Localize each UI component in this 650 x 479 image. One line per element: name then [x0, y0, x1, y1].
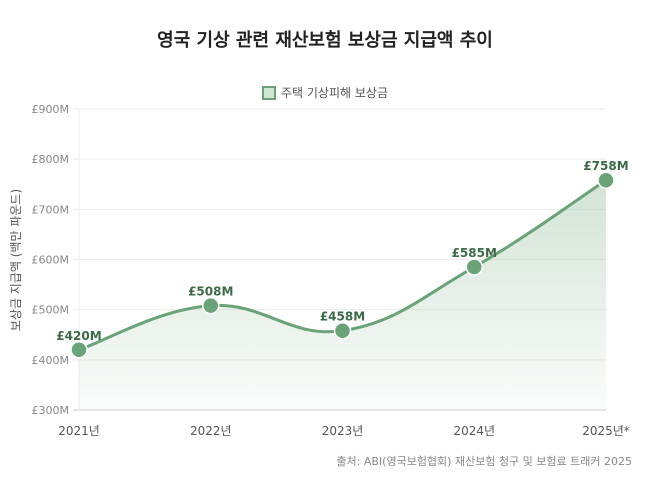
- legend[interactable]: 주택 기상피해 보상금: [0, 84, 650, 101]
- data-label: £508M: [188, 285, 233, 299]
- x-tick-label: 2025년*: [582, 424, 630, 438]
- y-tick-label: £300M: [32, 404, 70, 417]
- y-tick-label: £800M: [32, 153, 70, 166]
- y-axis-label: 보상금 지급액 (백만 파운드): [9, 189, 23, 331]
- data-point: [333, 321, 352, 340]
- data-label: £758M: [583, 159, 628, 173]
- data-point: [465, 258, 483, 276]
- data-label: £585M: [452, 246, 497, 260]
- area-fill: [79, 180, 606, 410]
- y-tick-label: £500M: [32, 304, 70, 317]
- y-tick-label: £900M: [32, 103, 70, 116]
- y-tick-label: £700M: [32, 203, 70, 216]
- x-tick-label: 2023년: [322, 424, 364, 438]
- y-tick-label: £600M: [32, 254, 70, 267]
- x-tick-label: 2024년: [453, 424, 495, 438]
- x-tick-label: 2022년: [190, 424, 232, 438]
- chart-title: 영국 기상 관련 재산보험 보상금 지급액 추이: [157, 30, 493, 51]
- source-note: 출처: ABI(영국보험협회) 재산보험 청구 및 보험료 트래커 2025: [336, 455, 632, 468]
- data-point: [202, 296, 220, 315]
- data-label: £420M: [56, 329, 101, 343]
- data-point: [597, 171, 615, 189]
- data-point: [70, 341, 88, 359]
- legend-label: 주택 기상피해 보상금: [281, 86, 388, 100]
- data-label: £458M: [320, 310, 365, 324]
- legend-swatch: [262, 86, 276, 100]
- y-tick-label: £400M: [32, 354, 70, 367]
- x-tick-label: 2021년: [58, 424, 100, 438]
